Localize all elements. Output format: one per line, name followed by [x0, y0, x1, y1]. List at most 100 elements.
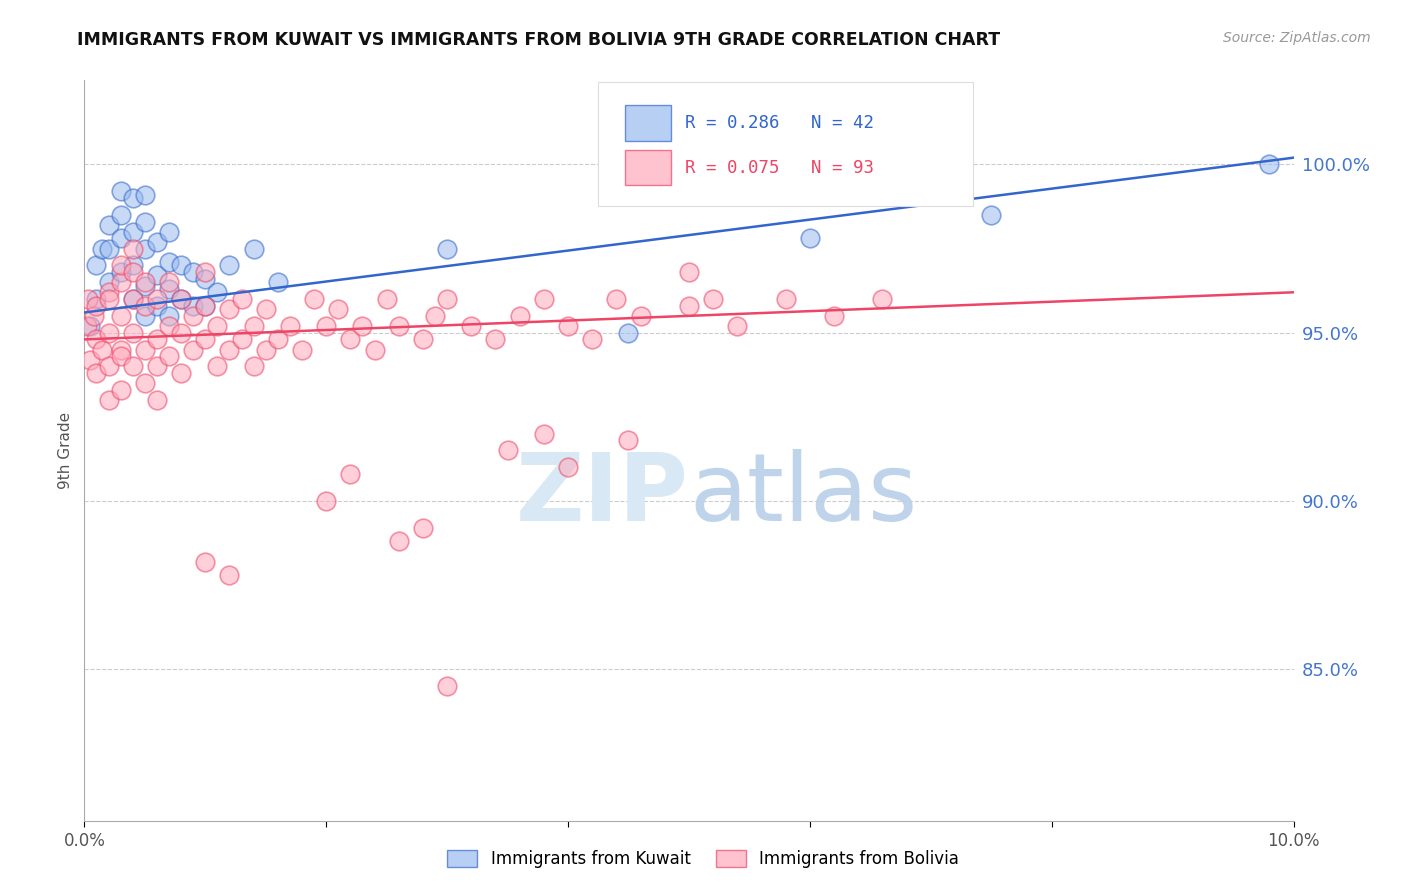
Point: [242, 242, 264, 256]
Point: [121, 225, 143, 239]
Point: [86, 332, 108, 346]
Point: [157, 318, 180, 333]
Point: [218, 258, 240, 272]
Point: [97, 359, 120, 374]
Point: [86, 299, 108, 313]
Point: [436, 679, 458, 693]
Point: [110, 265, 132, 279]
Point: [194, 272, 217, 286]
Point: [134, 214, 156, 228]
Text: R = 0.075   N = 93: R = 0.075 N = 93: [685, 159, 875, 177]
Point: [581, 332, 603, 346]
Point: [339, 467, 361, 481]
Point: [533, 426, 555, 441]
Point: [97, 285, 120, 300]
Point: [86, 292, 108, 306]
Point: [110, 349, 132, 363]
Point: [170, 258, 193, 272]
Point: [775, 292, 797, 306]
Point: [121, 265, 143, 279]
Point: [77, 292, 100, 306]
Text: ZIP: ZIP: [516, 449, 689, 541]
Point: [146, 292, 169, 306]
Point: [86, 258, 108, 272]
Point: [146, 235, 169, 249]
Point: [121, 292, 143, 306]
Point: [134, 343, 156, 357]
Point: [121, 191, 143, 205]
Point: [231, 332, 253, 346]
Point: [157, 225, 180, 239]
Point: [328, 302, 350, 317]
Point: [121, 292, 143, 306]
Point: [254, 302, 277, 317]
Point: [207, 359, 229, 374]
Point: [412, 521, 434, 535]
Point: [872, 292, 894, 306]
Point: [436, 292, 458, 306]
Point: [79, 352, 101, 367]
Point: [388, 318, 411, 333]
Point: [557, 460, 579, 475]
FancyBboxPatch shape: [599, 82, 973, 206]
Point: [97, 275, 120, 289]
Point: [231, 292, 253, 306]
Point: [157, 275, 180, 289]
Point: [170, 292, 193, 306]
Point: [110, 208, 132, 222]
Point: [121, 326, 143, 340]
Point: [799, 231, 821, 245]
Point: [363, 343, 385, 357]
Point: [110, 184, 132, 198]
Legend: Immigrants from Kuwait, Immigrants from Bolivia: Immigrants from Kuwait, Immigrants from …: [440, 843, 966, 875]
Point: [79, 318, 101, 333]
Point: [146, 268, 169, 283]
Point: [702, 292, 724, 306]
Point: [218, 302, 240, 317]
Point: [134, 187, 156, 202]
Point: [110, 231, 132, 245]
Point: [110, 343, 132, 357]
Point: [388, 534, 411, 549]
Point: [110, 309, 132, 323]
Point: [617, 434, 640, 448]
FancyBboxPatch shape: [624, 105, 671, 141]
Point: [110, 258, 132, 272]
Point: [194, 299, 217, 313]
Point: [97, 326, 120, 340]
Point: [218, 343, 240, 357]
Point: [181, 299, 204, 313]
Point: [412, 332, 434, 346]
Point: [110, 275, 132, 289]
Point: [134, 275, 156, 289]
Point: [170, 366, 193, 380]
Point: [170, 326, 193, 340]
Point: [617, 326, 640, 340]
Text: R = 0.286   N = 42: R = 0.286 N = 42: [685, 114, 875, 132]
Point: [218, 568, 240, 582]
Point: [181, 309, 204, 323]
Point: [91, 242, 114, 256]
Point: [194, 554, 217, 568]
Point: [134, 376, 156, 391]
Point: [339, 332, 361, 346]
Point: [121, 258, 143, 272]
Point: [315, 494, 337, 508]
Point: [678, 299, 700, 313]
Point: [267, 332, 290, 346]
Point: [76, 318, 98, 333]
Point: [97, 392, 120, 407]
Point: [630, 309, 652, 323]
Point: [97, 292, 120, 306]
Point: [352, 318, 374, 333]
Text: Source: ZipAtlas.com: Source: ZipAtlas.com: [1223, 31, 1371, 45]
Point: [146, 332, 169, 346]
Point: [725, 318, 748, 333]
Point: [83, 309, 105, 323]
Point: [980, 208, 1002, 222]
Point: [484, 332, 506, 346]
Point: [134, 278, 156, 293]
Point: [291, 343, 314, 357]
Text: IMMIGRANTS FROM KUWAIT VS IMMIGRANTS FROM BOLIVIA 9TH GRADE CORRELATION CHART: IMMIGRANTS FROM KUWAIT VS IMMIGRANTS FRO…: [77, 31, 1001, 49]
Point: [121, 242, 143, 256]
